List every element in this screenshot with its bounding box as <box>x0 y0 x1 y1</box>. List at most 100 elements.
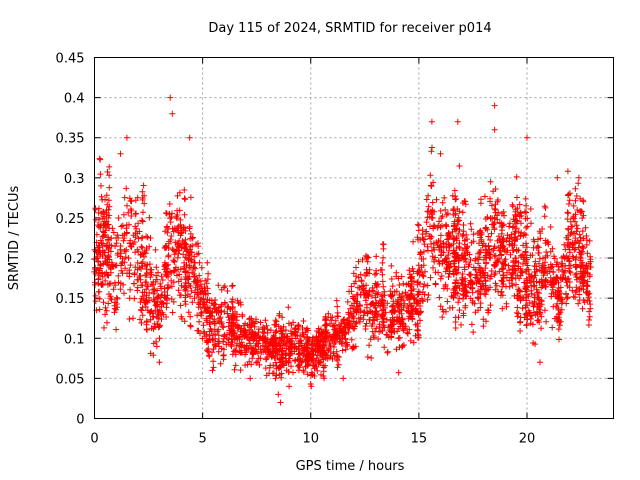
data-point <box>214 328 221 335</box>
data-point <box>325 347 332 354</box>
data-point <box>562 246 569 253</box>
data-point <box>498 252 505 259</box>
data-point <box>122 254 129 261</box>
data-point <box>572 197 579 204</box>
data-point <box>342 335 349 342</box>
data-point <box>369 292 375 299</box>
data-point <box>495 197 501 203</box>
data-point <box>131 280 138 287</box>
data-point <box>348 336 355 343</box>
data-point <box>567 269 574 276</box>
data-point <box>134 287 141 294</box>
data-point <box>266 349 273 356</box>
data-point <box>543 318 550 325</box>
data-point <box>445 229 452 236</box>
data-point <box>567 231 574 238</box>
data-point <box>579 215 586 222</box>
data-point <box>523 244 530 251</box>
data-point <box>393 273 400 280</box>
data-point <box>220 324 227 331</box>
data-point <box>566 284 573 291</box>
data-point <box>371 334 378 341</box>
data-point <box>499 210 505 217</box>
data-point <box>311 338 318 345</box>
data-point <box>442 283 449 290</box>
data-point <box>560 268 566 275</box>
data-point <box>163 314 170 320</box>
data-point <box>539 226 546 232</box>
data-point <box>182 292 189 299</box>
data-point <box>408 274 415 281</box>
data-point <box>309 371 316 378</box>
data-point <box>450 270 457 277</box>
data-point <box>415 236 421 243</box>
data-point <box>510 216 517 223</box>
data-point <box>373 267 380 274</box>
data-point <box>120 211 127 218</box>
data-point <box>384 300 391 307</box>
data-point <box>101 324 107 331</box>
data-point <box>499 265 506 272</box>
data-point <box>476 278 483 285</box>
data-point <box>249 329 256 335</box>
data-point <box>399 315 406 322</box>
data-point <box>429 144 435 151</box>
data-point <box>517 232 524 239</box>
data-point <box>119 222 126 229</box>
data-point <box>96 295 103 302</box>
data-point <box>536 267 543 274</box>
data-point <box>238 344 245 350</box>
data-point <box>300 369 307 375</box>
data-point <box>375 336 382 342</box>
data-point <box>437 232 444 239</box>
data-point <box>168 277 175 284</box>
data-point <box>357 291 364 298</box>
data-point <box>321 349 327 356</box>
data-point <box>303 340 310 347</box>
data-point <box>171 251 178 258</box>
data-point <box>555 263 562 270</box>
x-tick-label: 5 <box>198 432 206 447</box>
data-point <box>444 298 451 305</box>
data-point <box>168 233 175 239</box>
data-point <box>100 228 106 235</box>
data-point <box>352 307 359 314</box>
data-point <box>512 213 519 220</box>
data-point <box>170 279 177 286</box>
data-point <box>358 278 365 285</box>
data-point <box>166 201 173 207</box>
data-point <box>202 287 209 294</box>
data-point <box>477 232 484 239</box>
data-point <box>533 286 540 293</box>
data-point <box>164 297 170 304</box>
data-point <box>424 296 431 303</box>
data-point <box>492 286 499 293</box>
data-point <box>522 249 529 256</box>
data-point <box>323 327 330 334</box>
data-point <box>531 300 538 306</box>
data-point <box>369 321 376 327</box>
data-point <box>501 258 508 265</box>
data-point <box>414 334 421 341</box>
data-point <box>139 289 146 296</box>
data-point <box>423 196 430 203</box>
data-point <box>96 155 103 162</box>
data-point <box>327 320 333 327</box>
data-point <box>535 244 542 251</box>
data-point <box>454 118 461 125</box>
data-point <box>121 290 127 297</box>
data-point <box>321 375 328 382</box>
data-point <box>429 199 436 206</box>
data-point <box>229 282 236 289</box>
data-point <box>205 290 211 297</box>
data-point <box>96 223 102 230</box>
data-point <box>243 342 250 349</box>
data-point <box>119 255 126 262</box>
data-point <box>424 282 431 289</box>
data-point <box>509 203 516 210</box>
data-point <box>126 195 133 202</box>
data-point <box>285 359 292 366</box>
y-tick-labels: 0 0.05 0.1 0.15 0.2 0.25 0.3 0.35 0.4 0.45 <box>56 52 85 428</box>
data-point <box>154 321 161 328</box>
data-point <box>157 280 164 287</box>
